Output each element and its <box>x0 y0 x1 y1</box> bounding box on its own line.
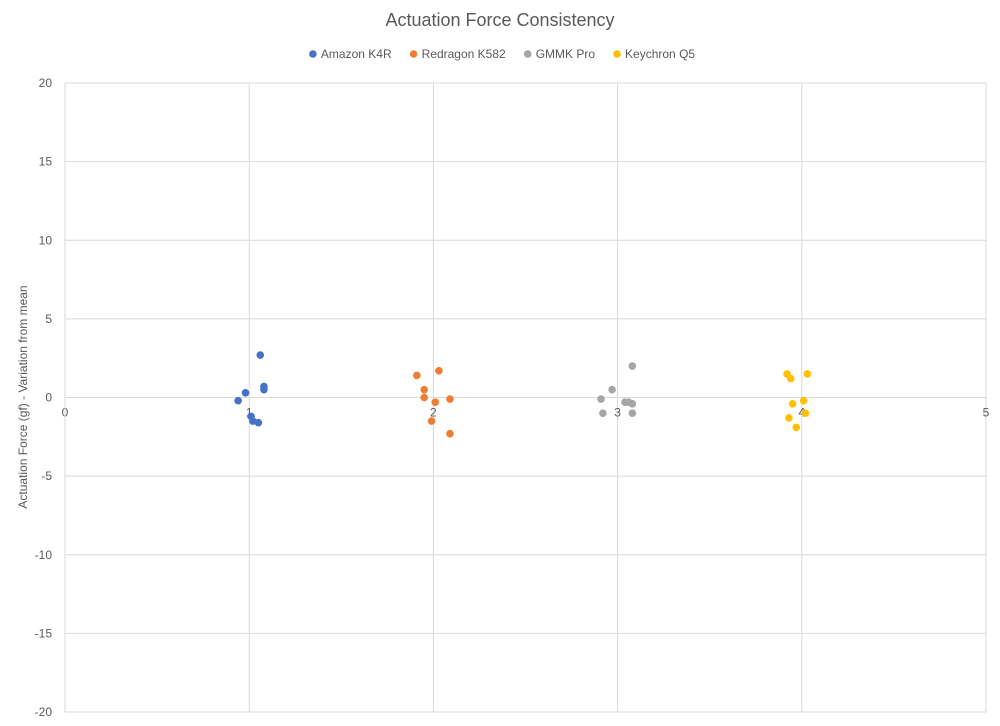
data-point <box>628 399 637 408</box>
y-tick-label: -20 <box>35 705 53 719</box>
data-point <box>446 395 454 403</box>
legend-marker <box>409 50 418 58</box>
y-tick-label: 0 <box>45 391 52 405</box>
data-point <box>234 396 242 405</box>
legend-item: Keychron Q5 <box>613 47 695 61</box>
legend-marker <box>613 50 621 58</box>
x-tick-label: 3 <box>614 406 621 420</box>
data-point <box>256 351 265 359</box>
data-point <box>799 396 808 405</box>
data-point <box>413 371 421 380</box>
data-point <box>801 409 810 418</box>
data-point <box>792 423 801 432</box>
data-point <box>446 429 454 438</box>
data-point <box>435 366 443 375</box>
legend-label: Redragon K582 <box>422 47 506 61</box>
data-points <box>234 351 812 438</box>
data-point <box>420 393 428 402</box>
data-point <box>431 398 440 407</box>
chart-title: Actuation Force Consistency <box>385 10 614 30</box>
legend-item: GMMK Pro <box>523 47 596 61</box>
data-point <box>785 414 793 422</box>
y-tick-label: 10 <box>39 233 53 247</box>
x-tick-label: 2 <box>430 406 437 420</box>
legend-label: Amazon K4R <box>321 47 392 61</box>
data-point <box>803 370 812 378</box>
legend-item: Amazon K4R <box>309 47 392 61</box>
data-point <box>628 409 637 418</box>
legend-label: GMMK Pro <box>536 47 596 61</box>
data-point <box>788 399 797 408</box>
data-point <box>241 388 250 397</box>
data-point <box>628 362 637 370</box>
y-axis-title: Actuation Force (gf) - Variation from me… <box>16 285 30 508</box>
data-point <box>420 385 428 394</box>
x-tick-label: 1 <box>246 406 253 420</box>
series-redragon-k582 <box>413 366 454 438</box>
y-tick-label: -10 <box>35 548 53 562</box>
data-point <box>786 374 795 383</box>
data-point <box>254 418 263 427</box>
legend-marker <box>523 50 532 58</box>
data-point <box>597 395 605 403</box>
legend-item: Redragon K582 <box>409 47 506 61</box>
y-tick-label: 15 <box>39 155 53 169</box>
series-amazon-k4r <box>234 351 268 427</box>
data-point <box>427 417 436 425</box>
data-point <box>608 385 616 394</box>
series-keychron-q5 <box>783 370 812 432</box>
legend: Amazon K4R Redragon K582 GMMK Pro Keychron … <box>309 47 695 61</box>
legend-label: Keychron Q5 <box>625 47 695 61</box>
y-tick-label: 20 <box>39 76 53 90</box>
legend-marker <box>309 50 317 58</box>
y-tick-label: 5 <box>45 312 52 326</box>
series-gmmk-pro <box>597 362 637 418</box>
x-tick-label: 5 <box>983 406 990 420</box>
y-tick-label: -5 <box>41 469 52 483</box>
y-tick-label: -15 <box>35 626 53 640</box>
data-point <box>260 382 268 391</box>
data-point <box>599 409 607 418</box>
